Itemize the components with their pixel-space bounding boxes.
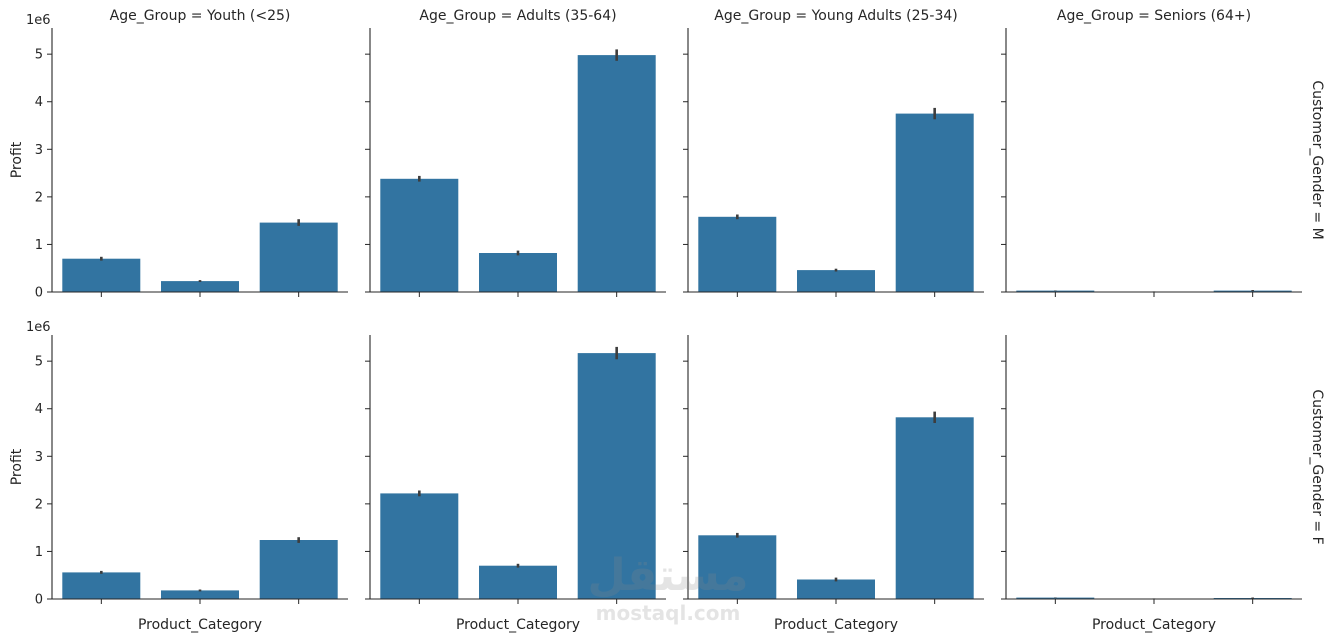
panel-r0-c2	[683, 28, 984, 297]
bar	[1213, 290, 1292, 292]
bar	[895, 113, 974, 292]
panel-r1-c1	[365, 335, 666, 604]
bar	[62, 258, 141, 292]
column-title: Age_Group = Youth (<25)	[110, 8, 291, 24]
y-tick-label: 5	[35, 355, 43, 370]
y-tick-label: 0	[35, 593, 43, 608]
y-tick-label: 3	[35, 450, 43, 465]
chart-labels: 0 1 2 3 4 5 1e6 Profit Age_Group = Youth (<25) Ag…	[9, 8, 1325, 633]
y-tick-label: 0	[35, 286, 43, 301]
watermark: مستقل mostaql.com	[588, 550, 749, 625]
bar	[259, 222, 338, 292]
row-title: Customer_Gender = F	[1309, 389, 1325, 544]
y-tick-label: 1	[35, 545, 43, 560]
watermark-arabic: مستقل	[588, 550, 749, 601]
x-axis-label: Product_Category	[456, 617, 580, 633]
bar	[479, 565, 557, 599]
bar	[577, 353, 656, 599]
column-title: Age_Group = Adults (35-64)	[419, 8, 616, 24]
y-offset-label: 1e6	[26, 320, 51, 335]
y-tick-label: 4	[35, 402, 43, 417]
bar	[797, 579, 875, 599]
bar	[380, 178, 459, 292]
bar	[895, 417, 974, 599]
y-tick-label: 5	[35, 48, 43, 63]
bar	[380, 493, 459, 599]
column-title: Age_Group = Seniors (64+)	[1057, 8, 1251, 24]
x-axis-label: Product_Category	[138, 617, 262, 633]
y-tick-label: 4	[35, 95, 43, 110]
bar	[259, 540, 338, 599]
panel-r1-c2	[683, 335, 984, 604]
y-tick-label: 3	[35, 143, 43, 158]
x-axis-label: Product_Category	[774, 617, 898, 633]
bar	[698, 216, 777, 292]
bar	[797, 270, 875, 292]
bar	[479, 253, 557, 292]
x-axis-label: Product_Category	[1092, 617, 1216, 633]
bar	[577, 55, 656, 292]
panel-r0-c0	[47, 28, 348, 297]
y-offset-label: 1e6	[26, 13, 51, 28]
bar	[161, 281, 239, 292]
bar	[62, 572, 141, 599]
bar	[698, 535, 777, 599]
watermark-latin: mostaql.com	[596, 601, 741, 625]
y-tick-label: 2	[35, 190, 43, 205]
panel-r0-c3	[1001, 28, 1302, 297]
y-axis-label: Profit	[9, 448, 25, 485]
y-axis-label: Profit	[9, 141, 25, 178]
row-title: Customer_Gender = M	[1309, 80, 1325, 239]
y-tick-label: 2	[35, 497, 43, 512]
column-title: Age_Group = Young Adults (25-34)	[714, 8, 958, 24]
bar	[1016, 597, 1095, 599]
panels	[47, 28, 1302, 604]
panel-r0-c1	[365, 28, 666, 297]
bar	[1016, 290, 1095, 292]
panel-r1-c0	[47, 335, 348, 604]
bar	[161, 590, 239, 599]
y-tick-label: 1	[35, 238, 43, 253]
panel-r1-c3	[1001, 335, 1302, 604]
